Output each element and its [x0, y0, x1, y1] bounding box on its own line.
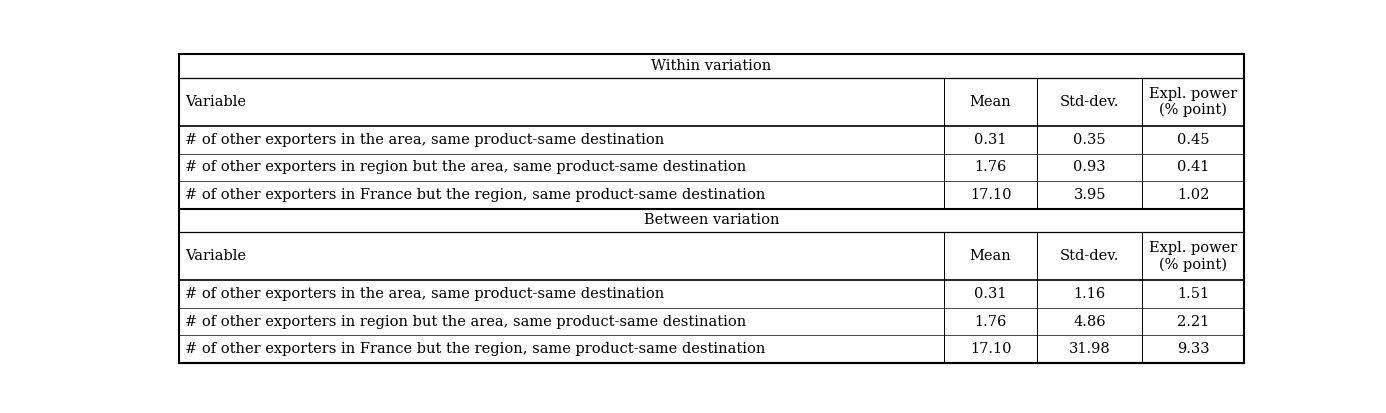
Text: # of other exporters in region but the area, same product-same destination: # of other exporters in region but the a… — [186, 160, 746, 174]
Text: 2.21: 2.21 — [1177, 315, 1209, 329]
Text: Std-dev.: Std-dev. — [1060, 249, 1120, 263]
Text: Variable: Variable — [186, 95, 247, 109]
Text: 0.35: 0.35 — [1073, 133, 1106, 147]
Text: 0.93: 0.93 — [1073, 160, 1106, 174]
Text: 17.10: 17.10 — [970, 342, 1012, 356]
Text: # of other exporters in the area, same product-same destination: # of other exporters in the area, same p… — [186, 287, 664, 301]
Text: Expl. power
(% point): Expl. power (% point) — [1149, 87, 1238, 117]
Text: 0.31: 0.31 — [974, 133, 1006, 147]
Text: 0.31: 0.31 — [974, 287, 1006, 301]
Text: Variable: Variable — [186, 249, 247, 263]
Text: 1.51: 1.51 — [1177, 287, 1209, 301]
Text: 4.86: 4.86 — [1073, 315, 1106, 329]
Text: 0.41: 0.41 — [1177, 160, 1209, 174]
Text: 31.98: 31.98 — [1069, 342, 1110, 356]
Text: 0.45: 0.45 — [1177, 133, 1209, 147]
Text: # of other exporters in France but the region, same product-same destination: # of other exporters in France but the r… — [186, 188, 765, 202]
Text: 3.95: 3.95 — [1073, 188, 1106, 202]
Text: Mean: Mean — [970, 95, 1012, 109]
Text: Within variation: Within variation — [651, 59, 772, 73]
Text: 1.16: 1.16 — [1074, 287, 1106, 301]
Text: Between variation: Between variation — [643, 214, 779, 228]
Text: Mean: Mean — [970, 249, 1012, 263]
Text: # of other exporters in France but the region, same product-same destination: # of other exporters in France but the r… — [186, 342, 765, 356]
Text: # of other exporters in region but the area, same product-same destination: # of other exporters in region but the a… — [186, 315, 746, 329]
Text: 1.76: 1.76 — [974, 160, 1006, 174]
Text: # of other exporters in the area, same product-same destination: # of other exporters in the area, same p… — [186, 133, 664, 147]
Text: 1.02: 1.02 — [1177, 188, 1209, 202]
Text: 17.10: 17.10 — [970, 188, 1012, 202]
Text: Expl. power
(% point): Expl. power (% point) — [1149, 241, 1238, 272]
Text: Std-dev.: Std-dev. — [1060, 95, 1120, 109]
Text: 9.33: 9.33 — [1177, 342, 1210, 356]
Text: 1.76: 1.76 — [974, 315, 1006, 329]
